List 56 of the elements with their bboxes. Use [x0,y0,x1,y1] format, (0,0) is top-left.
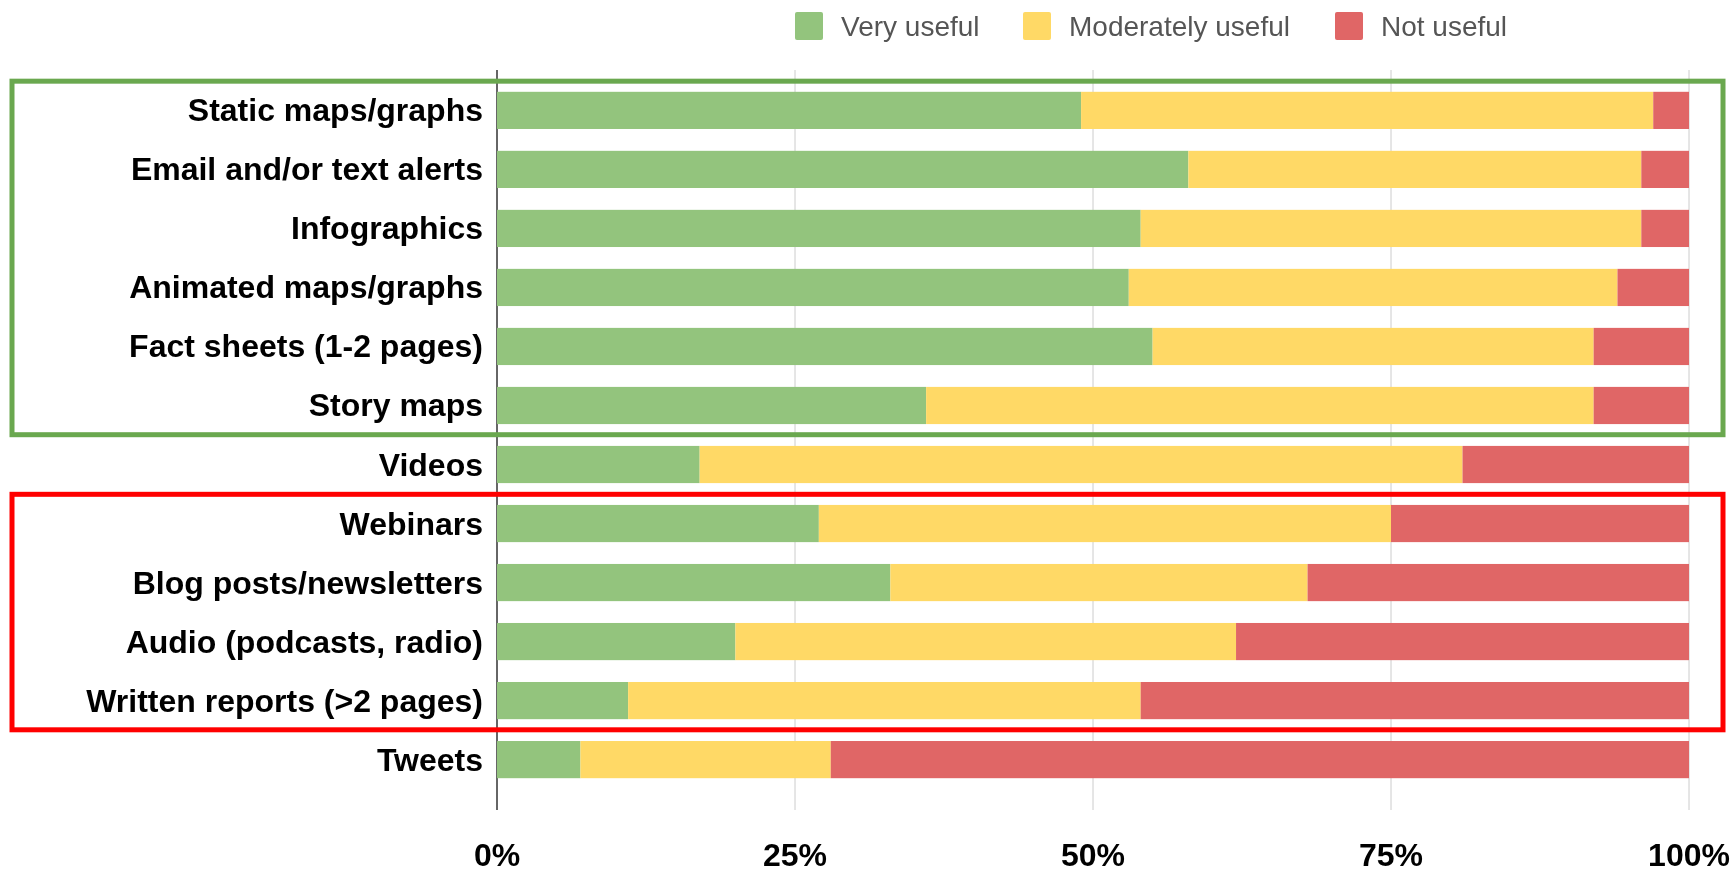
y-tick-label: Tweets [376,741,483,778]
bar [1593,386,1689,425]
y-tick-label: Videos [378,446,483,483]
bar [497,268,1129,307]
x-tick-label: 25% [762,837,828,873]
bar [926,386,1594,425]
y-tick-label: Static maps/graphs [187,92,483,129]
y-tick-label: Written reports (>2 pages) [86,682,483,719]
bar [890,563,1308,602]
bar [1391,504,1689,543]
bar [1641,150,1689,189]
bar [830,741,1689,779]
bar [497,563,891,602]
bar [1236,622,1689,661]
bar [580,741,831,779]
y-tick-label: Webinars [339,505,483,542]
y-tick-label: Email and/or text alerts [130,151,483,188]
legend-label: Very useful [841,10,980,42]
bar [497,445,700,484]
x-tick-label: 50% [1060,837,1126,873]
bar [1653,91,1689,129]
y-tick-label: Blog posts/newsletters [132,564,483,601]
legend-label: Not useful [1381,10,1508,42]
legend-label: Moderately useful [1069,10,1291,42]
bar [1188,150,1642,189]
bar [818,504,1391,543]
y-tick-label: Animated maps/graphs [129,269,483,306]
bar [1307,563,1689,602]
bar [1462,445,1689,484]
y-tick-label: Story maps [308,387,483,424]
bar [735,622,1237,661]
bar [497,150,1189,189]
bar [497,327,1153,366]
bar [1641,209,1689,248]
bar [1128,268,1618,307]
x-tick-label: 100% [1648,837,1730,873]
bar [1593,327,1689,366]
bar [1140,209,1642,248]
x-tick-label: 75% [1358,837,1424,873]
bar [1152,327,1594,366]
bar [497,91,1082,129]
bar [1140,682,1689,720]
bar [497,622,736,661]
bar [497,504,819,543]
bar [628,682,1141,720]
y-tick-label: Infographics [290,210,483,247]
bar [1081,91,1654,129]
x-tick-label: 0% [473,837,521,873]
y-tick-label: Audio (podcasts, radio) [125,623,483,660]
bar [497,386,927,425]
bar [497,741,581,779]
bar [497,682,629,720]
bar [1617,268,1689,307]
bar [699,445,1463,484]
bar [497,209,1141,248]
y-tick-label: Fact sheets (1-2 pages) [129,328,483,365]
